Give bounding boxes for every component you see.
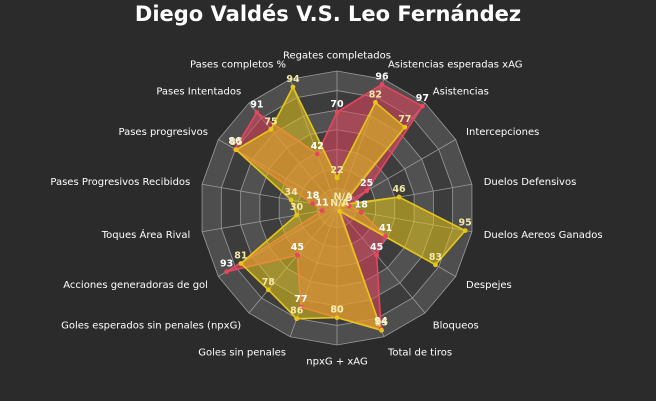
series-2-point xyxy=(233,147,239,153)
series-2-point xyxy=(294,212,299,218)
value-label: 81 xyxy=(234,250,247,261)
value-label: 78 xyxy=(262,277,276,288)
value-label: 11 xyxy=(316,198,329,209)
value-label: 83 xyxy=(429,252,442,263)
axis-label: Total de tiros xyxy=(387,347,452,358)
series-1-point xyxy=(314,151,320,157)
axis-label: Duelos Defensivos xyxy=(484,177,577,188)
value-label: 30 xyxy=(290,202,304,213)
value-label: 96 xyxy=(375,71,389,82)
value-label: 9 xyxy=(346,193,353,204)
axis-label: Pases progresivos xyxy=(119,127,208,138)
chart-title: Diego Valdés V.S. Leo Fernández xyxy=(134,2,522,26)
series-1-point xyxy=(310,201,316,207)
value-label: 45 xyxy=(370,242,383,253)
axis-label: Goles sin penales xyxy=(198,347,286,358)
series-2-point xyxy=(268,126,274,132)
axis-label: Asistencias esperadas xAG xyxy=(388,60,523,71)
value-label: 86 xyxy=(228,136,242,147)
value-label: 93 xyxy=(220,259,233,270)
value-label: 77 xyxy=(398,114,411,125)
series-2-point xyxy=(334,175,340,181)
series-1-point xyxy=(383,233,389,239)
axis-label: Goles esperados sin penales (npxG) xyxy=(61,321,241,332)
series-2-point xyxy=(373,100,378,105)
axis-label: Acciones generadoras de gol xyxy=(63,280,208,291)
series-1-point xyxy=(224,269,230,275)
axis-label: Asistencias xyxy=(433,86,489,97)
series-1-point xyxy=(254,110,260,115)
value-label: 45 xyxy=(291,242,304,253)
series-2-point xyxy=(265,287,271,293)
value-label: 34 xyxy=(285,187,299,198)
series-2-point xyxy=(340,202,346,207)
series-1-point xyxy=(374,252,380,258)
series-1-point xyxy=(358,209,364,215)
axis-label: Bloqueos xyxy=(433,321,479,332)
series-2-point xyxy=(337,208,343,214)
series-2-point xyxy=(290,84,296,90)
series-2-point xyxy=(294,316,300,322)
value-label: 41 xyxy=(379,223,392,234)
series-1-point xyxy=(346,203,352,209)
value-label: 95 xyxy=(375,317,388,328)
value-label: N/A xyxy=(334,192,353,203)
series-2-point xyxy=(433,262,438,268)
series-2-point xyxy=(402,124,408,130)
value-label: 95 xyxy=(459,218,472,229)
series-1-point xyxy=(379,82,385,87)
value-label: 42 xyxy=(311,141,324,152)
series-2-point xyxy=(379,327,384,333)
value-label: 86 xyxy=(290,306,304,317)
series-2-point xyxy=(462,228,468,234)
value-label: 70 xyxy=(330,99,344,110)
value-label: 75 xyxy=(264,116,277,127)
value-label: 97 xyxy=(416,93,429,104)
value-label: 46 xyxy=(392,184,406,195)
series-1-point xyxy=(364,188,370,194)
value-label: 82 xyxy=(369,89,382,100)
value-label: 18 xyxy=(355,199,369,210)
series-1-point xyxy=(298,304,304,310)
axis-label: Toques Área Rival xyxy=(101,228,191,241)
value-label: N/A xyxy=(330,198,349,209)
value-label: 85 xyxy=(230,137,243,148)
series-1-point xyxy=(319,208,325,214)
value-label: 25 xyxy=(360,178,373,189)
series-2-point xyxy=(396,194,402,200)
value-label: 18 xyxy=(306,191,320,202)
axis-label: Duelos Aereos Ganados xyxy=(484,230,603,241)
axis-label: Pases completos % xyxy=(190,60,286,71)
value-label: 91 xyxy=(250,99,263,110)
value-label: 80 xyxy=(330,305,344,316)
series-1-point xyxy=(294,252,300,258)
axis-label: Intercepciones xyxy=(466,127,539,138)
series-2-point xyxy=(334,315,340,320)
series-2-point xyxy=(288,197,294,203)
axis-label: Pases Intentados xyxy=(156,86,241,97)
axis-label: Despejes xyxy=(466,280,512,291)
axis-label: npxG + xAG xyxy=(306,357,367,368)
value-label: 22 xyxy=(330,165,343,176)
value-label: 80 xyxy=(330,305,344,316)
value-label: 77 xyxy=(294,294,307,305)
value-label: 94 xyxy=(374,316,388,327)
axis-label: Pases Progresivos Recibidos xyxy=(50,177,190,188)
value-label: 94 xyxy=(286,74,300,85)
series-1-point xyxy=(420,103,425,109)
axis-label: Regates completados xyxy=(283,51,391,62)
series-2-point xyxy=(238,261,244,266)
series-1-point xyxy=(334,109,340,115)
